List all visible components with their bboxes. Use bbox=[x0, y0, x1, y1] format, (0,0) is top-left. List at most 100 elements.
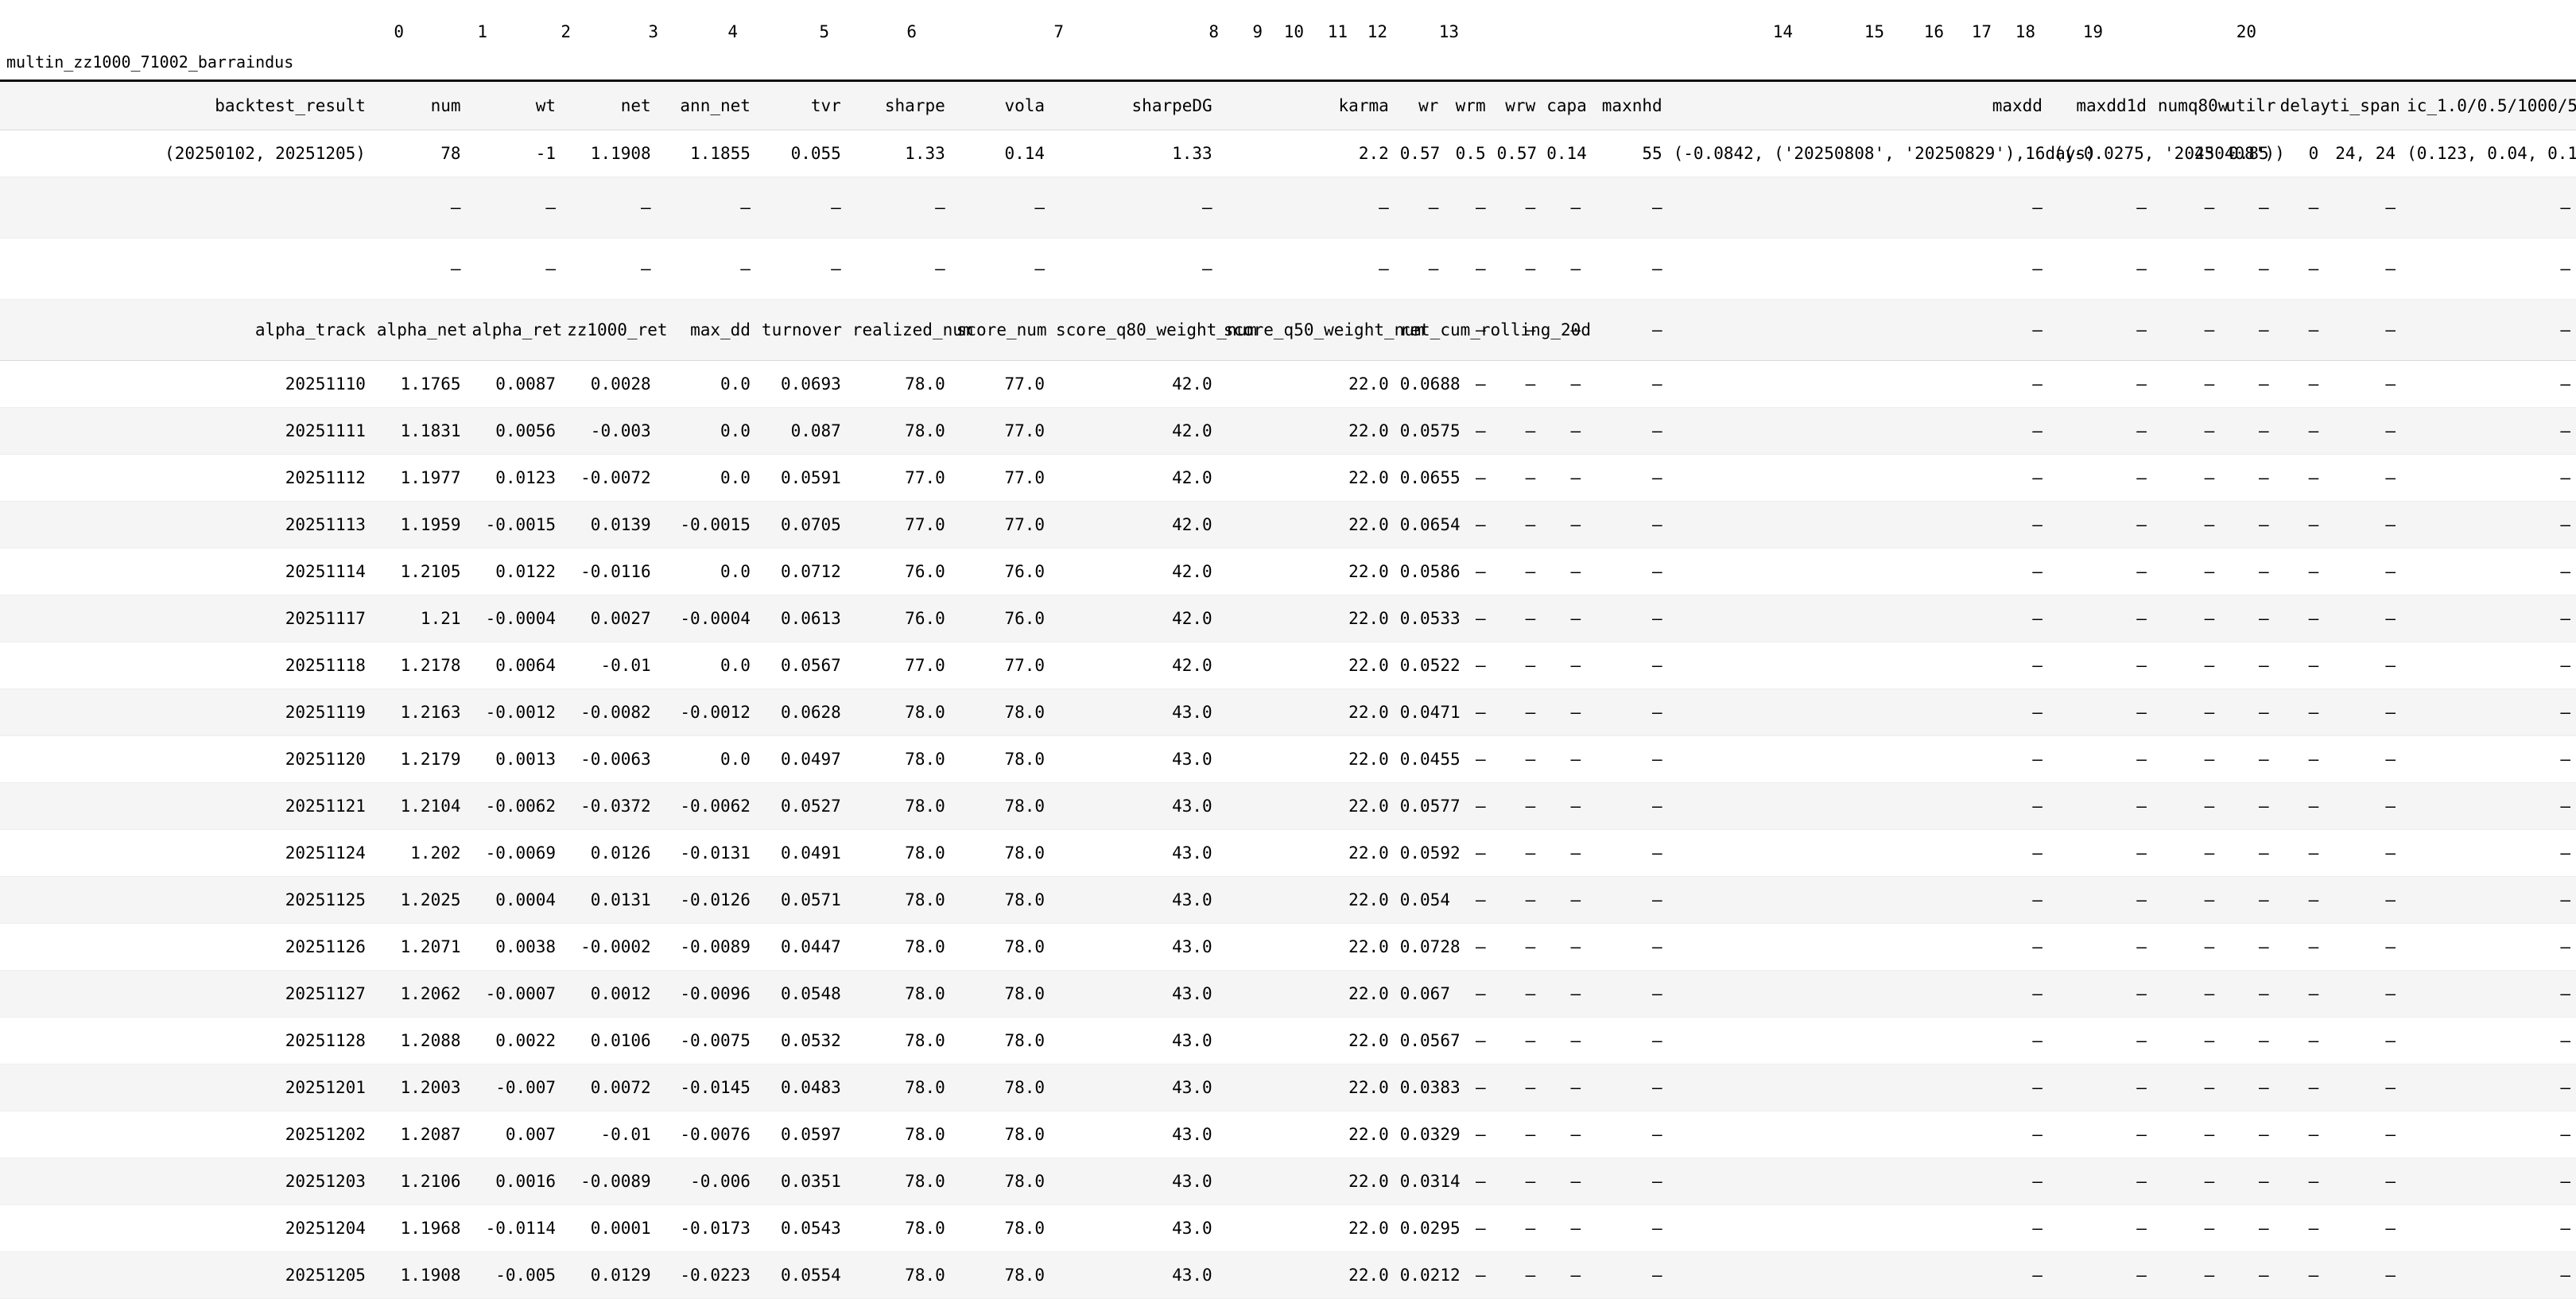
dash-cell: — bbox=[2401, 454, 2576, 502]
dash-cell: — bbox=[1667, 642, 2048, 689]
track-cell-score_q50_weight_num: 22.0 bbox=[1217, 923, 1395, 971]
dash-cell: — bbox=[1491, 238, 1542, 300]
dash-cell: — bbox=[1586, 829, 1668, 877]
table-body: (20250102, 20251205) 78 -1 1.1908 1.1855 0.05… bbox=[0, 130, 2576, 1299]
dash-cell: — bbox=[1491, 735, 1542, 783]
dash-cell: — bbox=[1586, 688, 1668, 736]
track-cell-alpha_track: 20251124 bbox=[0, 829, 371, 877]
table-row: 20251114 1.2105 0.0122 -0.0116 0.0 0.0712 76.0… bbox=[0, 548, 2576, 595]
dash-cell: — bbox=[2047, 595, 2152, 642]
dash-cell: — bbox=[1667, 782, 2048, 830]
track-cell-max_dd: -0.0015 bbox=[656, 501, 756, 549]
column-header-sharpe: sharpe bbox=[846, 79, 951, 130]
track-cell-turnover: 0.0705 bbox=[755, 501, 847, 549]
dash-cell: — bbox=[2274, 876, 2325, 924]
dash-cell: — bbox=[2324, 923, 2402, 971]
track-cell-alpha_net: 1.2062 bbox=[370, 970, 467, 1018]
dash-cell: — bbox=[1541, 1204, 1587, 1252]
dash-cell: — bbox=[2047, 360, 2152, 408]
dash-cell: — bbox=[1667, 688, 2048, 736]
dash-cell: — bbox=[370, 238, 467, 300]
track-cell-zz1000_ret: -0.0072 bbox=[561, 454, 657, 502]
track-cell-max_dd: -0.0075 bbox=[656, 1017, 756, 1064]
dash-cell: — bbox=[2151, 407, 2221, 455]
track-cell-max_dd: 0.0 bbox=[656, 360, 756, 408]
dash-cell: — bbox=[2220, 360, 2275, 408]
dash-cell: — bbox=[2274, 735, 2325, 783]
dash-cell: — bbox=[1541, 782, 1587, 830]
dash-cell: — bbox=[2401, 1111, 2576, 1158]
table-row: 20251128 1.2088 0.0022 0.0106 -0.0075 0.0532 7… bbox=[0, 1017, 2576, 1064]
dash-cell: — bbox=[1444, 238, 1492, 300]
track-cell-zz1000_ret: -0.0372 bbox=[561, 782, 657, 830]
dash-cell: — bbox=[2324, 176, 2402, 238]
dash-cell: — bbox=[1541, 360, 1587, 408]
column-index-4: 4 bbox=[727, 22, 738, 41]
track-cell-score_q50_weight_num: 22.0 bbox=[1217, 360, 1395, 408]
dash-cell: — bbox=[2324, 501, 2402, 549]
dash-cell: — bbox=[2401, 688, 2576, 736]
summary-cell-maxdd: (-0.0842, ('20250808', '20250829'),16day… bbox=[1667, 130, 2096, 177]
dash-cell: — bbox=[1541, 299, 1587, 361]
dash-cell: — bbox=[1586, 1017, 1668, 1064]
column-index-18: 18 bbox=[2015, 22, 2035, 41]
track-cell-ret_cum_rolling_20d: 0.0314 bbox=[1394, 1157, 1461, 1205]
column-header-vola: vola bbox=[950, 79, 1051, 130]
track-cell-score_q80_weight_num: 42.0 bbox=[1050, 407, 1218, 455]
column-header-wr: wr bbox=[1394, 79, 1445, 130]
table-row: alpha_track alpha_net alpha_ret zz1000_ret m… bbox=[0, 299, 2576, 361]
track-cell-alpha_net: 1.1977 bbox=[370, 454, 467, 502]
table-row: 20251118 1.2178 0.0064 -0.01 0.0 0.0567 77.0 77… bbox=[0, 642, 2576, 689]
track-cell-score_q50_weight_num: 22.0 bbox=[1217, 548, 1395, 595]
track-cell-alpha_net: 1.2003 bbox=[370, 1064, 467, 1111]
blank-cell bbox=[0, 176, 371, 238]
track-cell-turnover: 0.0351 bbox=[755, 1157, 847, 1205]
track-cell-score_q80_weight_num: 43.0 bbox=[1050, 735, 1218, 783]
table-row: 20251124 1.202 -0.0069 0.0126 -0.0131 0.0491 7… bbox=[0, 829, 2576, 877]
dash-cell: — bbox=[2151, 1157, 2221, 1205]
dash-cell: — bbox=[1491, 1017, 1542, 1064]
dash-cell: — bbox=[2324, 829, 2402, 877]
track-cell-realized_num: 78.0 bbox=[846, 360, 951, 408]
column-header-numq80w: numq80w bbox=[2151, 79, 2228, 130]
track-cell-score_num: 78.0 bbox=[950, 1017, 1051, 1064]
track-cell-alpha_track: 20251204 bbox=[0, 1204, 371, 1252]
dash-cell: — bbox=[1541, 238, 1587, 300]
track-cell-zz1000_ret: 0.0139 bbox=[561, 501, 657, 549]
dash-cell: — bbox=[1444, 1157, 1492, 1205]
dash-cell: — bbox=[1491, 501, 1542, 549]
dash-cell: — bbox=[1491, 642, 1542, 689]
dash-cell: — bbox=[1541, 829, 1587, 877]
track-cell-score_q50_weight_num: 22.0 bbox=[1217, 595, 1395, 642]
track-cell-alpha_ret: 0.0004 bbox=[466, 876, 562, 924]
column-index-strip: 0 1 2 3 4 5 6 7 8 9 10 11 12 13 14 15 16 17 18 19 20 bbox=[0, 0, 2576, 41]
track-cell-max_dd: -0.0096 bbox=[656, 970, 756, 1018]
track-cell-alpha_track: 20251120 bbox=[0, 735, 371, 783]
summary-cell-ann_net: 1.1855 bbox=[656, 130, 756, 177]
track-header-score_q80_weight_num: score_q80_weight_num bbox=[1050, 299, 1257, 361]
dash-cell: — bbox=[1667, 1251, 2048, 1299]
dash-cell: — bbox=[2047, 407, 2152, 455]
track-cell-zz1000_ret: 0.0012 bbox=[561, 970, 657, 1018]
track-cell-ret_cum_rolling_20d: 0.0592 bbox=[1394, 829, 1461, 877]
track-cell-score_num: 78.0 bbox=[950, 688, 1051, 736]
dash-cell: — bbox=[950, 176, 1051, 238]
track-cell-realized_num: 78.0 bbox=[846, 1251, 951, 1299]
dash-cell: — bbox=[2047, 1251, 2152, 1299]
dash-cell: — bbox=[2324, 1017, 2402, 1064]
dash-cell: — bbox=[1586, 923, 1668, 971]
summary-cell-num: 78 bbox=[370, 130, 467, 177]
dash-cell: — bbox=[2151, 548, 2221, 595]
track-cell-zz1000_ret: -0.0002 bbox=[561, 923, 657, 971]
column-index-0: 0 bbox=[394, 22, 404, 41]
track-cell-score_num: 77.0 bbox=[950, 642, 1051, 689]
dash-cell: — bbox=[1586, 876, 1668, 924]
dash-cell: — bbox=[2274, 548, 2325, 595]
dash-cell: — bbox=[2274, 360, 2325, 408]
track-cell-ret_cum_rolling_20d: 0.0577 bbox=[1394, 782, 1461, 830]
track-cell-score_q50_weight_num: 22.0 bbox=[1217, 876, 1395, 924]
track-cell-alpha_net: 1.21 bbox=[370, 595, 467, 642]
dash-cell: — bbox=[1586, 782, 1668, 830]
dash-cell: — bbox=[2151, 595, 2221, 642]
track-cell-score_q50_weight_num: 22.0 bbox=[1217, 829, 1395, 877]
